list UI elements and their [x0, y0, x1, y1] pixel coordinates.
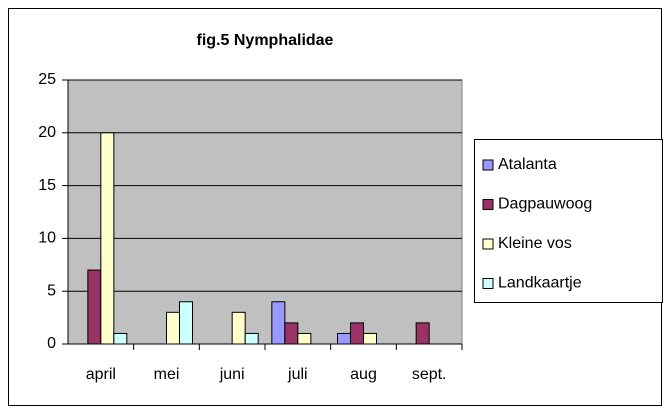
legend-swatch: [482, 199, 494, 210]
bar: [284, 322, 299, 345]
legend-swatch: [482, 278, 494, 289]
y-tick-label: 20: [38, 124, 56, 141]
bar: [337, 332, 351, 345]
bar: [363, 332, 377, 345]
x-tick-label: juni: [219, 366, 245, 383]
x-tick-label: sept.: [412, 366, 447, 383]
legend-label: Landkaartje: [498, 275, 582, 292]
legend-swatch: [482, 159, 494, 171]
bar: [231, 311, 246, 345]
y-tick-label: 25: [38, 71, 56, 88]
y-tick-label: 5: [47, 282, 56, 299]
bar: [113, 332, 128, 345]
bar: [350, 322, 364, 345]
bar: [166, 311, 180, 345]
x-tick-label: mei: [154, 366, 180, 383]
legend-swatch: [482, 238, 494, 250]
bar: [100, 132, 115, 345]
x-tick-label: juli: [287, 366, 308, 383]
bar: [244, 332, 259, 345]
y-tick-label: 15: [38, 177, 56, 194]
y-tick-label: 0: [47, 335, 56, 352]
legend: [474, 139, 663, 303]
x-tick-label: april: [86, 366, 116, 383]
bar: [179, 301, 193, 345]
legend-label: Atalanta: [498, 156, 557, 173]
chart-title: fig.5 Nymphalidae: [197, 32, 334, 49]
legend-label: Kleine vos: [498, 235, 572, 252]
bar: [297, 332, 312, 345]
plot-area: [67, 79, 463, 345]
y-tick-label: 10: [38, 230, 56, 247]
x-tick-label: aug: [350, 366, 377, 383]
bar: [271, 301, 286, 345]
bar: [415, 322, 430, 345]
bar: [87, 269, 102, 345]
legend-label: Dagpauwoog: [498, 196, 592, 213]
